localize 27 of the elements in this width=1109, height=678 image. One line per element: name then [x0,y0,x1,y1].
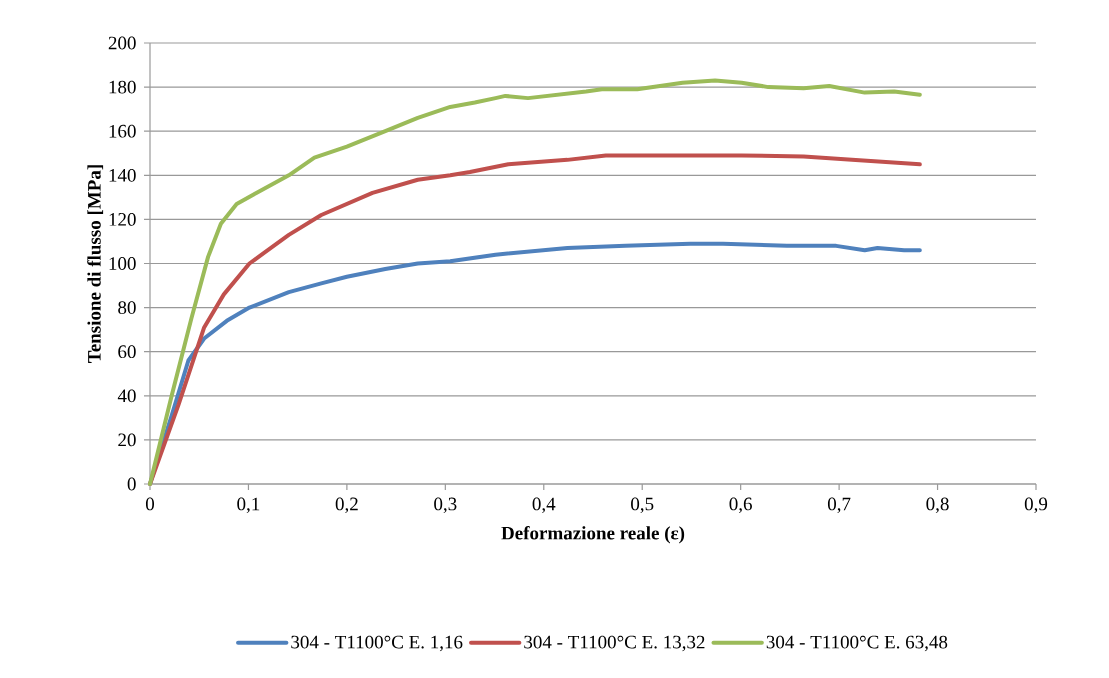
y-tick-label: 140 [109,168,136,182]
y-tick-label: 100 [109,257,136,270]
x-tick-label: 0 [145,497,155,511]
legend-label: 304 - T1100°C E. 63,48 [766,635,948,652]
x-tick-label: 0,3 [434,497,457,514]
line-series [148,78,922,486]
y-tick-label: 80 [118,301,136,315]
x-tick-label: 0,5 [631,497,654,514]
y-axis-title: Tensione di flusso [MPa] [87,165,104,363]
x-tick-label: 0,2 [335,497,358,514]
y-tick-label: 120 [109,213,136,226]
y-tick-label: 200 [108,36,136,50]
x-tick-label: 0,8 [926,497,949,514]
x-tick-label: 0,4 [532,497,556,514]
y-tick-label: 40 [117,389,136,403]
x-tick-label: 0,1 [237,497,260,514]
legend-label: 304 - T1100°C E. 1,16 [291,635,463,652]
y-tick-label: 180 [109,80,136,94]
y-tick-label: 160 [109,124,136,138]
y-tick-label: 20 [118,433,136,447]
x-tick-label: 0,9 [1024,497,1048,514]
y-tick-label: 0 [127,477,136,491]
y-tick-label: 60 [118,345,136,359]
x-tick-label: 0,7 [827,497,851,514]
x-axis-title: Deformazione reale (ε) [501,525,685,544]
x-tick-label: 0,6 [729,497,752,514]
legend-label: 304 - T1100°C E. 13,32 [524,635,705,652]
